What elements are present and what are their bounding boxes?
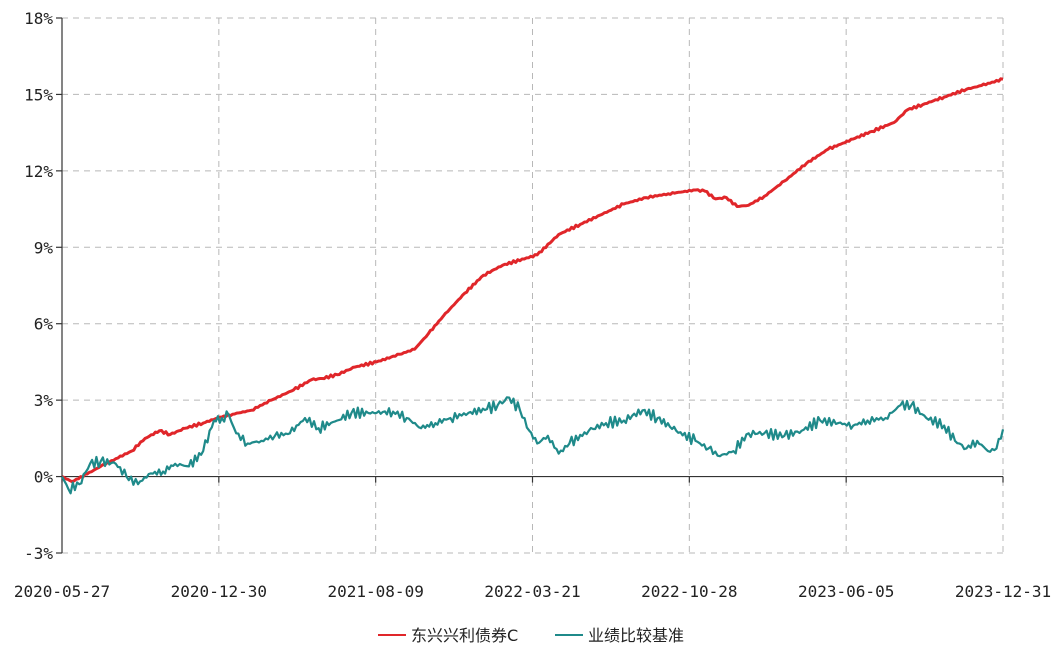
y-tick-label: 6% <box>34 315 54 334</box>
legend-label-benchmark: 业绩比较基准 <box>588 626 684 645</box>
legend-item-benchmark[interactable]: 业绩比较基准 <box>555 626 684 645</box>
y-tick-label: 9% <box>34 238 54 257</box>
legend-item-fund[interactable]: 东兴兴利债券C <box>378 626 518 645</box>
x-tick-label: 2021-08-09 <box>328 582 424 601</box>
x-tick-label: 2022-03-21 <box>484 582 580 601</box>
y-tick-label: 3% <box>34 391 54 410</box>
series-line-benchmark[interactable] <box>61 396 1005 495</box>
y-tick-label: 15% <box>24 85 53 104</box>
grid-layer <box>62 17 1004 554</box>
series-layer <box>61 77 1005 495</box>
x-tick-labels: 2020-05-27 2020-12-30 2021-08-09 2022-03-21… <box>14 476 1051 601</box>
x-tick-label: 2020-05-27 <box>14 582 110 601</box>
y-tick-label: 18% <box>24 9 53 28</box>
x-tick-label: 2023-06-05 <box>798 582 894 601</box>
x-tick-label: 2022-10-28 <box>641 582 737 601</box>
x-tick-label: 2020-12-30 <box>171 582 267 601</box>
legend: 东兴兴利债券C 业绩比较基准 <box>378 626 684 645</box>
y-tick-label: 0% <box>34 468 54 487</box>
y-tick-label: -3% <box>24 544 53 563</box>
x-tick-label: 2023-12-31 <box>955 582 1051 601</box>
legend-label-fund: 东兴兴利债券C <box>411 626 518 645</box>
y-tick-labels: -3% 0% 3% 6% 9% 12% 15% 18% <box>24 9 62 563</box>
y-tick-label: 12% <box>24 162 53 181</box>
